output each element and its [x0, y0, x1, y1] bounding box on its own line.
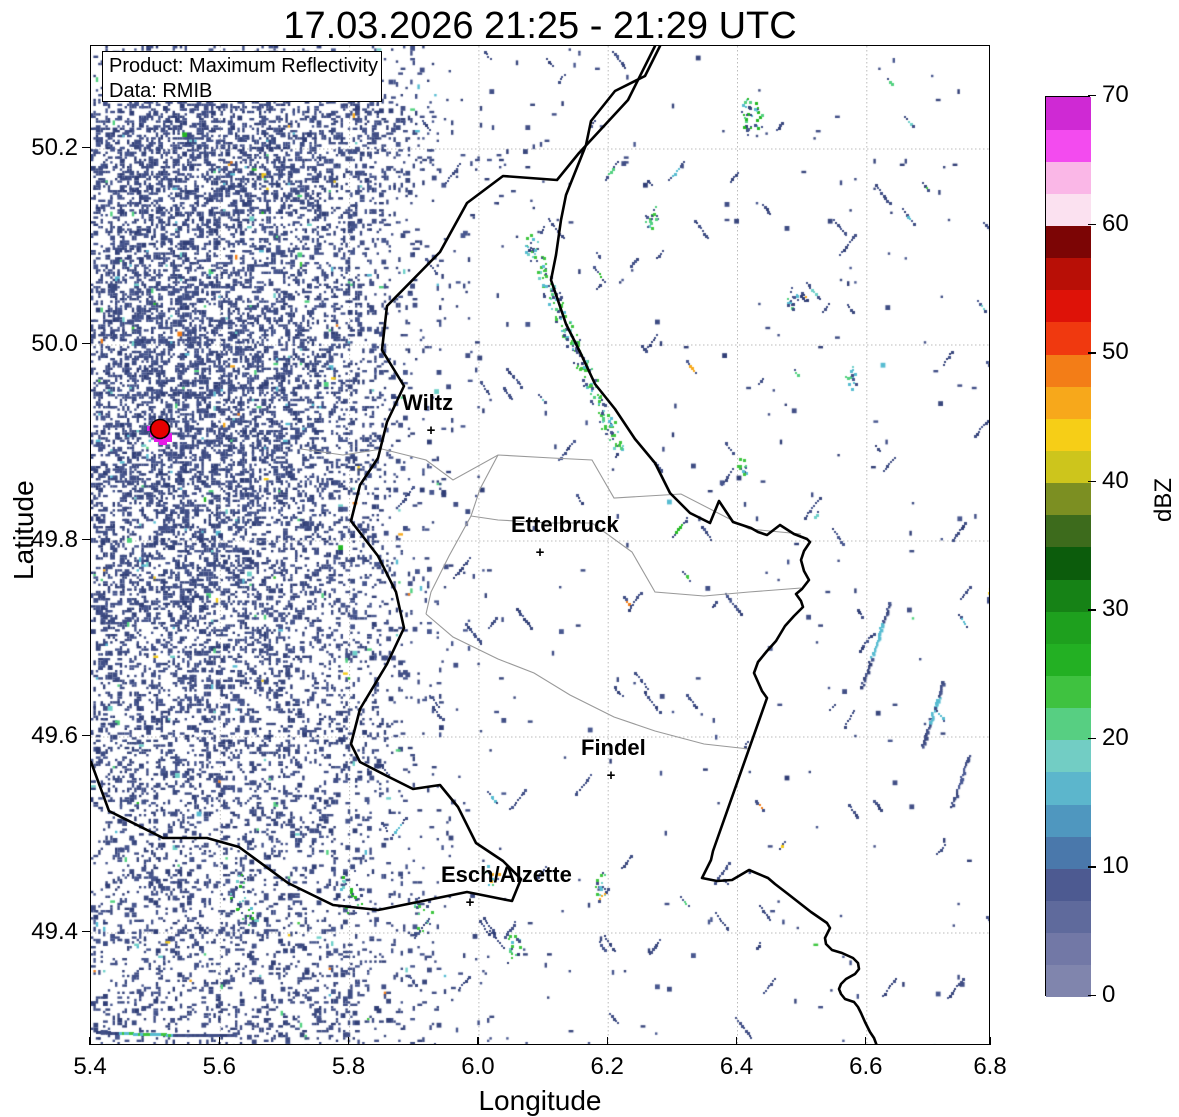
svg-text:Wiltz: Wiltz — [402, 390, 453, 415]
svg-text:Ettelbruck: Ettelbruck — [511, 512, 619, 537]
svg-text:+: + — [466, 894, 475, 911]
svg-text:+: + — [607, 767, 616, 784]
svg-text:Findel: Findel — [581, 735, 646, 760]
svg-text:+: + — [536, 544, 545, 561]
svg-text:+: + — [427, 422, 436, 439]
svg-text:Esch/Alzette: Esch/Alzette — [441, 862, 572, 887]
